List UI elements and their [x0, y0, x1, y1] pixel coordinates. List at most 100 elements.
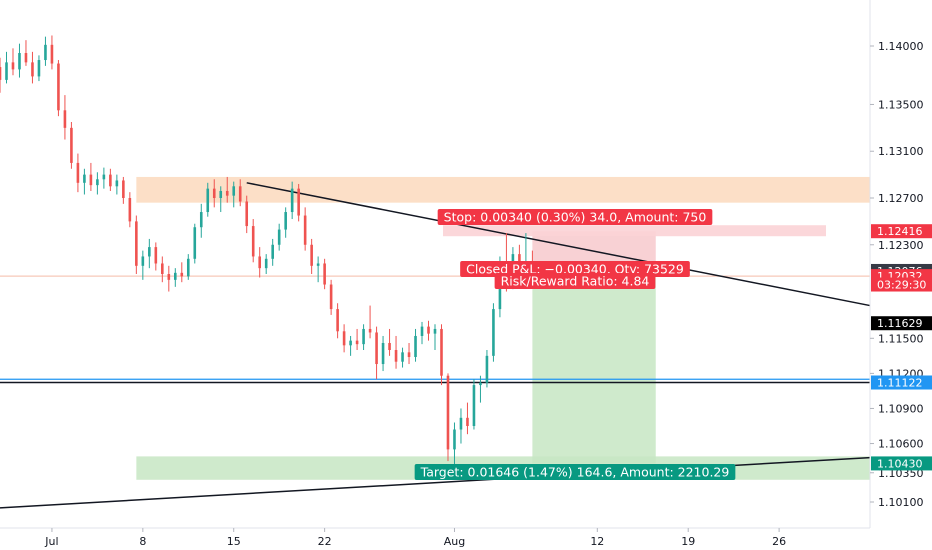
candle [323, 263, 326, 285]
candle [420, 326, 424, 336]
candle [381, 342, 385, 365]
candle [5, 62, 8, 80]
candle [349, 340, 352, 346]
candle [206, 188, 210, 213]
candle [109, 174, 112, 187]
candle [115, 180, 119, 187]
candle [167, 274, 171, 280]
candle [96, 179, 99, 186]
candle [355, 340, 359, 345]
price-badge [871, 224, 932, 239]
candle [407, 352, 411, 358]
candle [193, 227, 197, 259]
x-tick-label: Aug [444, 535, 465, 548]
x-tick-label: Jul [44, 535, 58, 548]
y-tick-label: 1.13500 [878, 98, 924, 111]
stop-label [437, 209, 713, 225]
candle [50, 44, 54, 64]
candle [180, 272, 184, 277]
risk-reward-label [494, 273, 656, 289]
candle [238, 186, 242, 202]
candle [433, 328, 437, 334]
candle [290, 188, 294, 213]
candle [212, 188, 216, 198]
candle [368, 328, 372, 333]
x-tick-label: 12 [590, 535, 604, 548]
candle [251, 226, 255, 257]
trend-line[interactable] [246, 182, 871, 307]
candle [24, 53, 28, 63]
candle [245, 201, 249, 227]
target-zone [532, 270, 656, 464]
candle [83, 174, 86, 183]
candle [446, 375, 450, 450]
candle [479, 382, 482, 386]
price-badge-label: 1.12416 [877, 225, 923, 238]
target-label-text: Target: 0.01646 (1.47%) 164.6, Amount: 2… [420, 465, 730, 480]
y-tick-label: 1.12700 [878, 192, 924, 205]
candle [57, 63, 60, 111]
candle [225, 190, 229, 196]
candle [303, 215, 307, 245]
y-tick-label: 1.13100 [878, 145, 924, 158]
y-tick-label: 1.10100 [878, 496, 924, 509]
candle [401, 352, 404, 362]
candle [199, 212, 203, 228]
price-badge-label: 1.11629 [877, 317, 923, 330]
candle [459, 417, 463, 430]
x-tick-label: 26 [772, 535, 786, 548]
candle [284, 212, 287, 230]
candle [128, 198, 132, 222]
candle [76, 162, 80, 183]
price-badge [871, 316, 932, 331]
price-badge [871, 456, 932, 471]
price-badge [871, 375, 932, 390]
x-tick-label: 15 [227, 535, 241, 548]
risk-reward-label-text: Risk/Reward Ratio: 4.84 [501, 274, 650, 289]
candle [394, 350, 398, 362]
y-tick-label: 1.12300 [878, 239, 924, 252]
candle [186, 258, 190, 277]
price-badge-label: 1.11122 [877, 377, 923, 390]
candle [37, 60, 41, 77]
candle [219, 190, 223, 198]
candle [135, 221, 138, 266]
candle [271, 244, 274, 259]
candle [63, 110, 67, 128]
stop-label-text: Stop: 0.00340 (0.30%) 34.0, Amount: 750 [444, 210, 707, 225]
candle [11, 62, 15, 70]
stop-extension-zone [443, 225, 826, 237]
candle [375, 332, 378, 365]
resistance-zone [136, 176, 871, 203]
candle [427, 326, 430, 334]
candle [453, 429, 456, 450]
candle [342, 331, 346, 346]
pnl-label-text: Closed P&L: −0.00340, Qty: 73529 [466, 262, 684, 277]
candle [485, 355, 489, 383]
candle [173, 272, 177, 280]
candle [122, 180, 125, 198]
candle [31, 62, 34, 77]
candle [89, 174, 93, 186]
y-tick-label: 1.10600 [878, 438, 924, 451]
candle [492, 309, 495, 356]
candle [161, 263, 164, 274]
candle [316, 263, 320, 266]
candle [297, 188, 300, 216]
candle [466, 417, 469, 426]
candle [148, 247, 151, 257]
target-label [414, 464, 736, 480]
candle [329, 284, 333, 310]
y-tick-label: 1.11500 [878, 332, 924, 345]
y-tick-label: 1.14000 [878, 40, 924, 53]
price-badge-label: 1.10430 [877, 457, 923, 470]
candle [310, 244, 313, 266]
candle [362, 328, 365, 345]
price-badge [871, 277, 932, 292]
candle [102, 174, 106, 180]
candle [277, 229, 281, 245]
candle [264, 258, 268, 269]
candle [388, 342, 391, 350]
